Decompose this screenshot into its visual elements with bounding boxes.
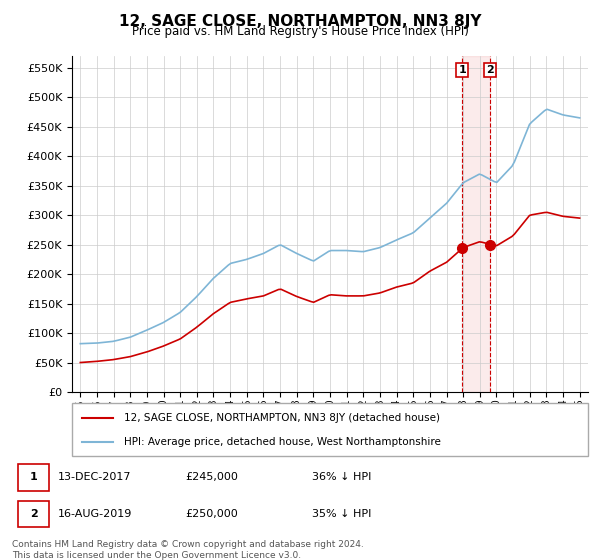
- Text: 2: 2: [30, 509, 37, 519]
- Text: 2: 2: [486, 65, 494, 75]
- Text: £245,000: £245,000: [185, 473, 238, 482]
- Text: 1: 1: [30, 473, 37, 482]
- FancyBboxPatch shape: [18, 501, 49, 527]
- Text: Contains HM Land Registry data © Crown copyright and database right 2024.
This d: Contains HM Land Registry data © Crown c…: [12, 540, 364, 560]
- Text: 13-DEC-2017: 13-DEC-2017: [58, 473, 131, 482]
- Text: 16-AUG-2019: 16-AUG-2019: [58, 509, 133, 519]
- Bar: [463, 56, 490, 392]
- Text: £250,000: £250,000: [185, 509, 238, 519]
- Text: 12, SAGE CLOSE, NORTHAMPTON, NN3 8JY: 12, SAGE CLOSE, NORTHAMPTON, NN3 8JY: [119, 14, 481, 29]
- FancyBboxPatch shape: [18, 464, 49, 491]
- Text: Price paid vs. HM Land Registry's House Price Index (HPI): Price paid vs. HM Land Registry's House …: [131, 25, 469, 38]
- FancyBboxPatch shape: [72, 403, 588, 456]
- Text: 12, SAGE CLOSE, NORTHAMPTON, NN3 8JY (detached house): 12, SAGE CLOSE, NORTHAMPTON, NN3 8JY (de…: [124, 413, 440, 423]
- Text: HPI: Average price, detached house, West Northamptonshire: HPI: Average price, detached house, West…: [124, 436, 440, 446]
- Text: 35% ↓ HPI: 35% ↓ HPI: [311, 509, 371, 519]
- Text: 36% ↓ HPI: 36% ↓ HPI: [311, 473, 371, 482]
- Text: 1: 1: [458, 65, 466, 75]
